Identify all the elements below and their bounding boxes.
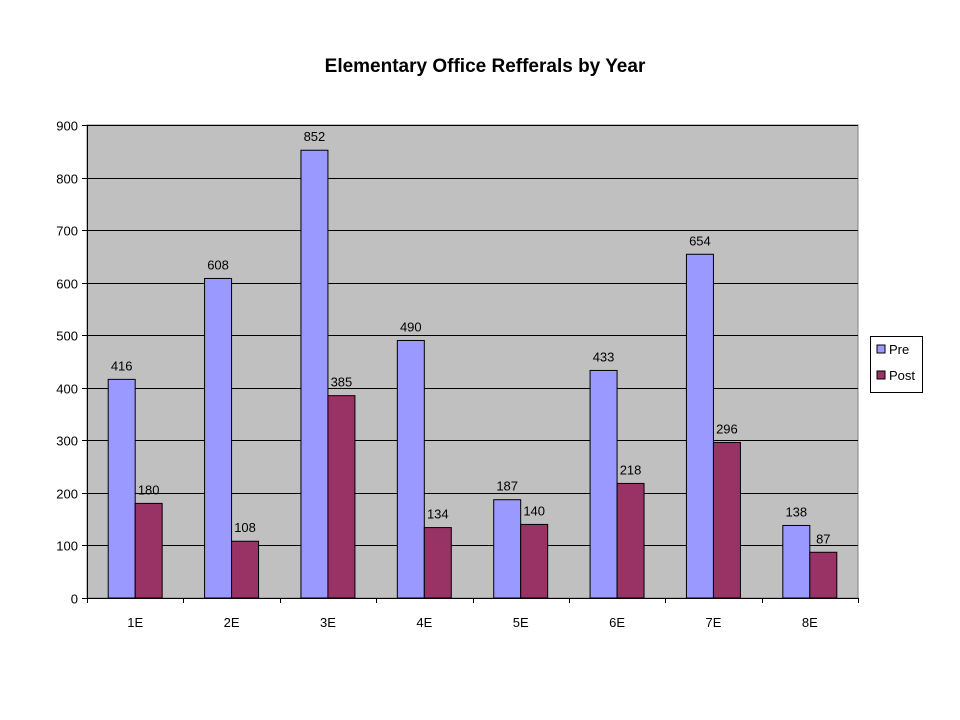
y-tick-label: 200 <box>56 487 78 502</box>
data-label: 134 <box>427 507 449 522</box>
y-tick-label: 300 <box>56 434 78 449</box>
x-tick-label: 4E <box>416 615 432 630</box>
plot-background <box>86 124 859 599</box>
bar-post-1e[interactable] <box>134 502 163 599</box>
y-tick-label: 0 <box>71 592 78 607</box>
legend-label-pre: Pre <box>889 342 909 357</box>
data-label: 490 <box>400 319 422 334</box>
y-tick-label: 600 <box>56 277 78 292</box>
chart-title: Elementary Office Refferals by Year <box>324 56 646 77</box>
data-label: 296 <box>716 421 738 436</box>
bar-post-3e[interactable] <box>327 395 356 599</box>
bar-pre-1e[interactable] <box>107 378 136 599</box>
y-tick-label: 100 <box>56 539 78 554</box>
data-label: 87 <box>816 531 830 546</box>
bars <box>107 149 838 599</box>
bar-pre-3e[interactable] <box>300 149 329 599</box>
bar-post-4e[interactable] <box>423 527 452 599</box>
bar-pre-8e[interactable] <box>782 524 811 599</box>
x-tick-label: 8E <box>802 615 818 630</box>
legend[interactable]: Pre Post <box>870 336 923 393</box>
data-label: 138 <box>785 504 807 519</box>
data-label: 218 <box>620 462 642 477</box>
y-tick-label: 400 <box>56 382 78 397</box>
data-label: 433 <box>593 349 615 364</box>
x-tick-label: 5E <box>513 615 529 630</box>
bar-post-5e[interactable] <box>520 523 549 599</box>
bar-pre-4e[interactable] <box>396 339 425 599</box>
x-tick-label: 2E <box>224 615 240 630</box>
legend-swatch-post <box>876 370 886 380</box>
bar-pre-2e[interactable] <box>204 277 233 599</box>
bar-pre-6e[interactable] <box>589 369 618 599</box>
data-label: 140 <box>523 503 545 518</box>
bar-pre-7e[interactable] <box>685 253 714 599</box>
legend-swatch-pre <box>876 344 886 354</box>
y-tick-label: 800 <box>56 172 78 187</box>
bar-post-7e[interactable] <box>712 441 741 599</box>
data-label: 385 <box>331 375 353 390</box>
bar-post-8e[interactable] <box>809 551 838 599</box>
data-label: 852 <box>304 129 326 144</box>
data-label: 608 <box>207 257 229 272</box>
bar-post-6e[interactable] <box>616 482 645 599</box>
y-tick-label: 900 <box>56 119 78 134</box>
gridlines <box>87 125 858 546</box>
data-label: 108 <box>234 520 256 535</box>
data-labels: 416 180 608 108 852 385 490 134 187 140 433 218 654 2… <box>111 129 831 546</box>
legend-label-post: Post <box>889 368 915 383</box>
data-label: 416 <box>111 358 133 373</box>
data-label: 187 <box>496 479 518 494</box>
data-label: 180 <box>138 482 160 497</box>
x-tick-label: 3E <box>320 615 336 630</box>
bar-pre-5e[interactable] <box>493 499 522 599</box>
axes: 0 100 200 300 400 500 600 700 800 900 1E 2E 3E 4E 5E 6E… <box>56 119 859 630</box>
data-label: 654 <box>689 233 711 248</box>
y-tick-label: 700 <box>56 224 78 239</box>
x-tick-label: 6E <box>609 615 625 630</box>
plot-area <box>86 124 859 599</box>
x-tick-label: 7E <box>705 615 721 630</box>
x-tick-label: 1E <box>127 615 143 630</box>
y-tick-label: 500 <box>56 329 78 344</box>
bar-post-2e[interactable] <box>231 540 260 599</box>
